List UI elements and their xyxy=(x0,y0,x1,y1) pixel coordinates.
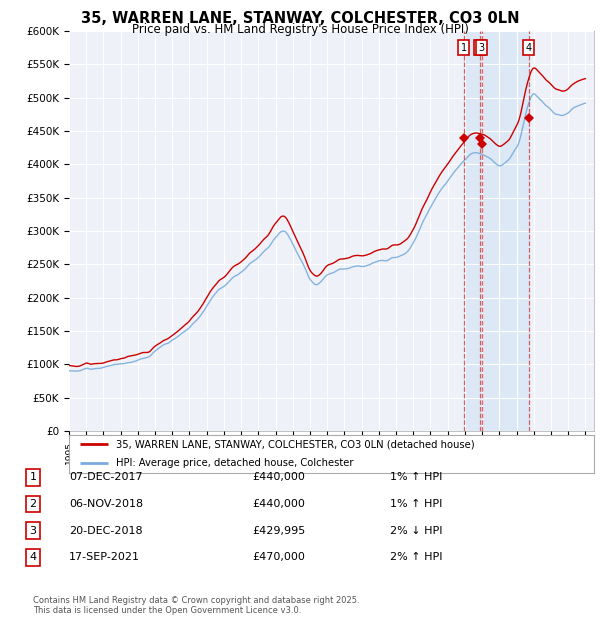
Text: 2: 2 xyxy=(476,43,482,53)
Text: 20-DEC-2018: 20-DEC-2018 xyxy=(69,526,143,536)
Text: 3: 3 xyxy=(479,43,485,53)
Text: 3: 3 xyxy=(29,526,37,536)
Text: 1: 1 xyxy=(29,472,37,482)
Text: 06-NOV-2018: 06-NOV-2018 xyxy=(69,499,143,509)
Text: £429,995: £429,995 xyxy=(252,526,305,536)
Text: 2% ↑ HPI: 2% ↑ HPI xyxy=(390,552,443,562)
Text: £470,000: £470,000 xyxy=(252,552,305,562)
Text: 35, WARREN LANE, STANWAY, COLCHESTER, CO3 0LN: 35, WARREN LANE, STANWAY, COLCHESTER, CO… xyxy=(81,11,519,26)
Text: 07-DEC-2017: 07-DEC-2017 xyxy=(69,472,143,482)
Text: £440,000: £440,000 xyxy=(252,499,305,509)
Text: Price paid vs. HM Land Registry's House Price Index (HPI): Price paid vs. HM Land Registry's House … xyxy=(131,23,469,36)
Text: 35, WARREN LANE, STANWAY, COLCHESTER, CO3 0LN (detached house): 35, WARREN LANE, STANWAY, COLCHESTER, CO… xyxy=(116,439,475,450)
Text: 1% ↑ HPI: 1% ↑ HPI xyxy=(390,472,442,482)
Bar xyxy=(464,31,529,431)
Text: 1: 1 xyxy=(461,43,467,53)
Text: 17-SEP-2021: 17-SEP-2021 xyxy=(69,552,140,562)
Text: 4: 4 xyxy=(526,43,532,53)
Text: HPI: Average price, detached house, Colchester: HPI: Average price, detached house, Colc… xyxy=(116,458,354,469)
Text: 2% ↓ HPI: 2% ↓ HPI xyxy=(390,526,443,536)
Text: 1% ↑ HPI: 1% ↑ HPI xyxy=(390,499,442,509)
Text: Contains HM Land Registry data © Crown copyright and database right 2025.
This d: Contains HM Land Registry data © Crown c… xyxy=(33,596,359,615)
Text: £440,000: £440,000 xyxy=(252,472,305,482)
Text: 4: 4 xyxy=(29,552,37,562)
Text: 2: 2 xyxy=(29,499,37,509)
